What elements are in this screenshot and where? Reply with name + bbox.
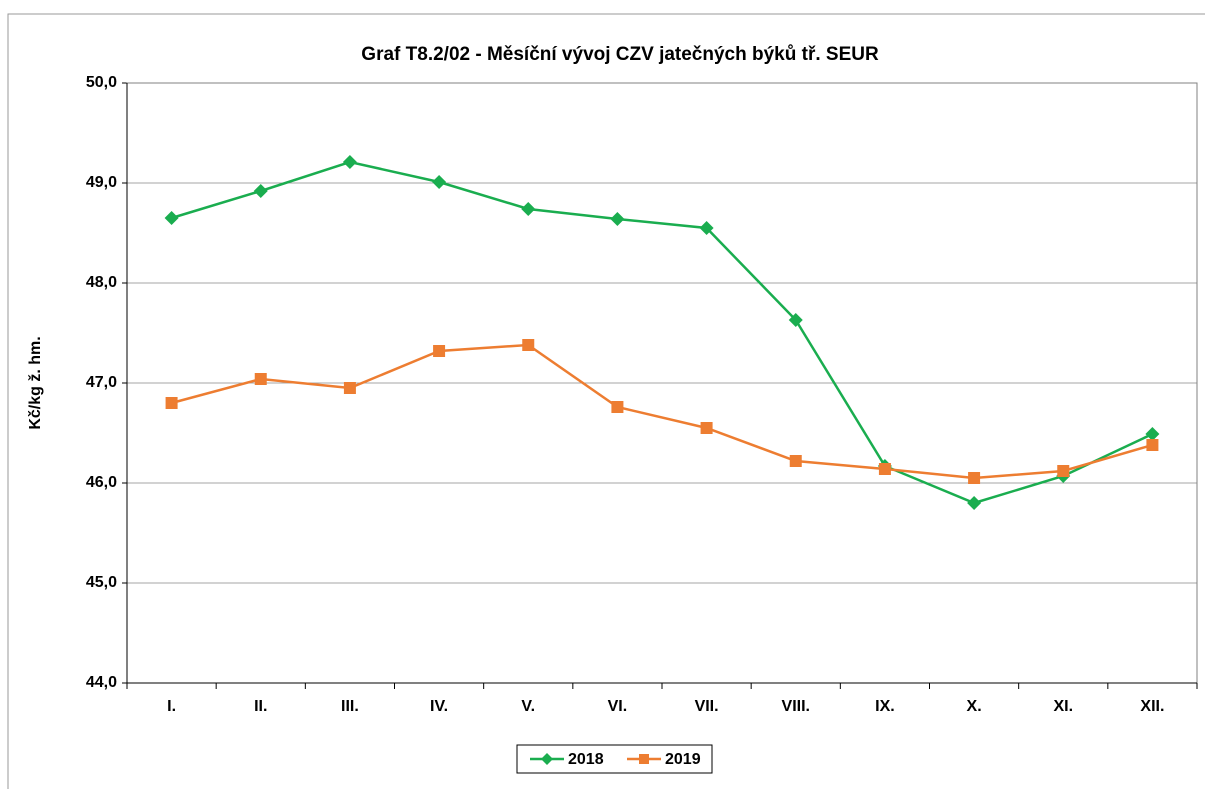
point — [342, 155, 357, 169]
series-line — [171, 343, 1153, 480]
point — [165, 397, 178, 409]
point — [1145, 427, 1160, 441]
legend-label: 2019 — [665, 751, 701, 768]
x-tick-label: IX. — [875, 698, 895, 715]
x-tick-label: I. — [167, 698, 176, 715]
point — [700, 422, 713, 434]
y-tick-label: 44,0 — [86, 674, 117, 691]
x-tick-label: XI. — [1053, 698, 1073, 715]
point — [878, 463, 891, 475]
point — [1057, 465, 1070, 477]
chart-title: Graf T8.2/02 - Měsíční vývoj CZV jatečný… — [361, 44, 879, 65]
point — [967, 496, 982, 510]
x-tick-label: VIII. — [782, 698, 810, 715]
x-tick-label: VI. — [608, 698, 628, 715]
point — [432, 175, 447, 189]
point — [639, 754, 649, 764]
x-tick-label: III. — [341, 698, 359, 715]
y-tick-label: 49,0 — [86, 174, 117, 191]
x-tick-label: X. — [967, 698, 982, 715]
y-tick-label: 50,0 — [86, 74, 117, 91]
point — [1146, 439, 1159, 451]
y-tick-label: 47,0 — [86, 374, 117, 391]
point — [610, 212, 625, 226]
point — [254, 373, 267, 385]
point — [522, 339, 535, 351]
point — [343, 382, 356, 394]
point — [788, 313, 803, 327]
point — [164, 211, 179, 225]
point — [611, 401, 624, 413]
x-tick-label: II. — [254, 698, 267, 715]
x-tick-label: IV. — [430, 698, 448, 715]
point — [253, 184, 268, 198]
legend: 2018 2019 — [516, 744, 713, 774]
y-tick-label: 45,0 — [86, 574, 117, 591]
point — [521, 202, 536, 216]
point — [968, 472, 981, 484]
x-tick-label: V. — [521, 698, 535, 715]
series-line — [171, 160, 1153, 505]
point — [433, 345, 446, 357]
y-axis-label: Kč/kg ž. hm. — [27, 336, 44, 429]
point — [789, 455, 802, 467]
x-tick-label: XII. — [1140, 698, 1164, 715]
y-tick-label: 48,0 — [86, 274, 117, 291]
point — [541, 753, 553, 765]
x-tick-label: VII. — [695, 698, 719, 715]
point — [699, 221, 714, 235]
y-tick-label: 46,0 — [86, 474, 117, 491]
legend-label: 2018 — [568, 751, 604, 768]
chart-frame — [7, 13, 1205, 789]
